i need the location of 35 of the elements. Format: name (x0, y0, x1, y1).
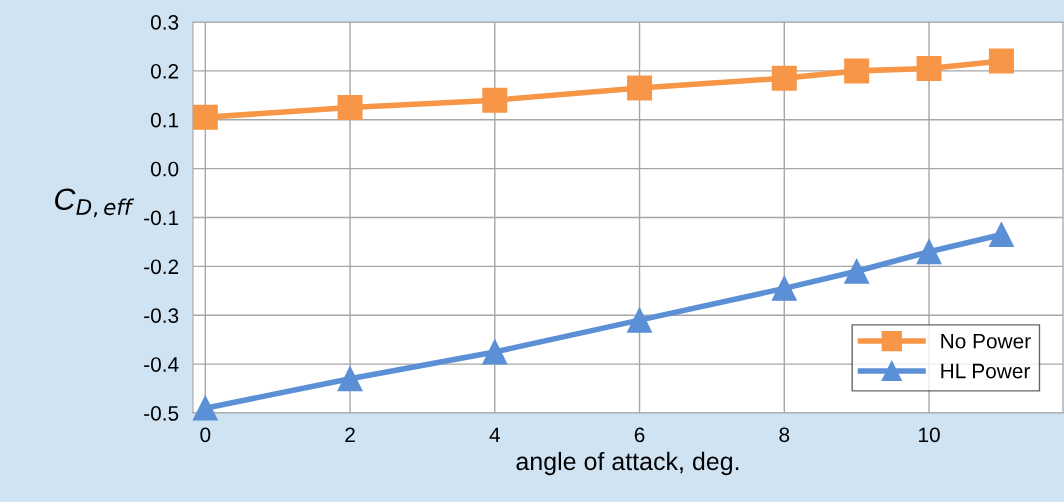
y-tick-label: 0.1 (150, 112, 179, 128)
point (192, 395, 218, 421)
point (988, 48, 1014, 74)
y-tick-label: 0.3 (150, 15, 179, 30)
y-tick-label: -0.3 (144, 308, 179, 323)
point (627, 75, 653, 101)
point (482, 339, 508, 365)
point (988, 222, 1014, 248)
x-tick-label: 2 (345, 427, 355, 442)
y-tick-label: -0.1 (144, 210, 179, 226)
x-tick-label: 10 (919, 427, 940, 443)
y-tick-label: 0.2 (150, 63, 179, 79)
legend-label: No Power (941, 334, 1031, 349)
point (337, 95, 363, 121)
point (771, 275, 797, 301)
y-axis-title: C$_{D,eff}$ (55, 188, 135, 218)
x-axis-title: angle of attack, deg. (516, 451, 739, 476)
x-tick-label: 6 (634, 427, 645, 443)
point (916, 239, 942, 265)
point (337, 366, 363, 392)
y-tick-label: -0.5 (144, 406, 179, 421)
point (916, 55, 942, 81)
x-tick-label: 0 (200, 427, 211, 443)
point (771, 65, 797, 91)
y-tick-label: 0.0 (150, 161, 179, 177)
x-tick-label: 4 (489, 427, 500, 442)
x-tick-label: 8 (779, 427, 790, 443)
point (844, 258, 870, 284)
point (627, 307, 653, 333)
point (192, 104, 218, 130)
y-tick-label: -0.2 (144, 259, 179, 275)
legend-label: HL Power (941, 363, 1031, 379)
point (482, 87, 508, 113)
y-tick-label: -0.4 (144, 357, 179, 372)
point (844, 58, 870, 84)
